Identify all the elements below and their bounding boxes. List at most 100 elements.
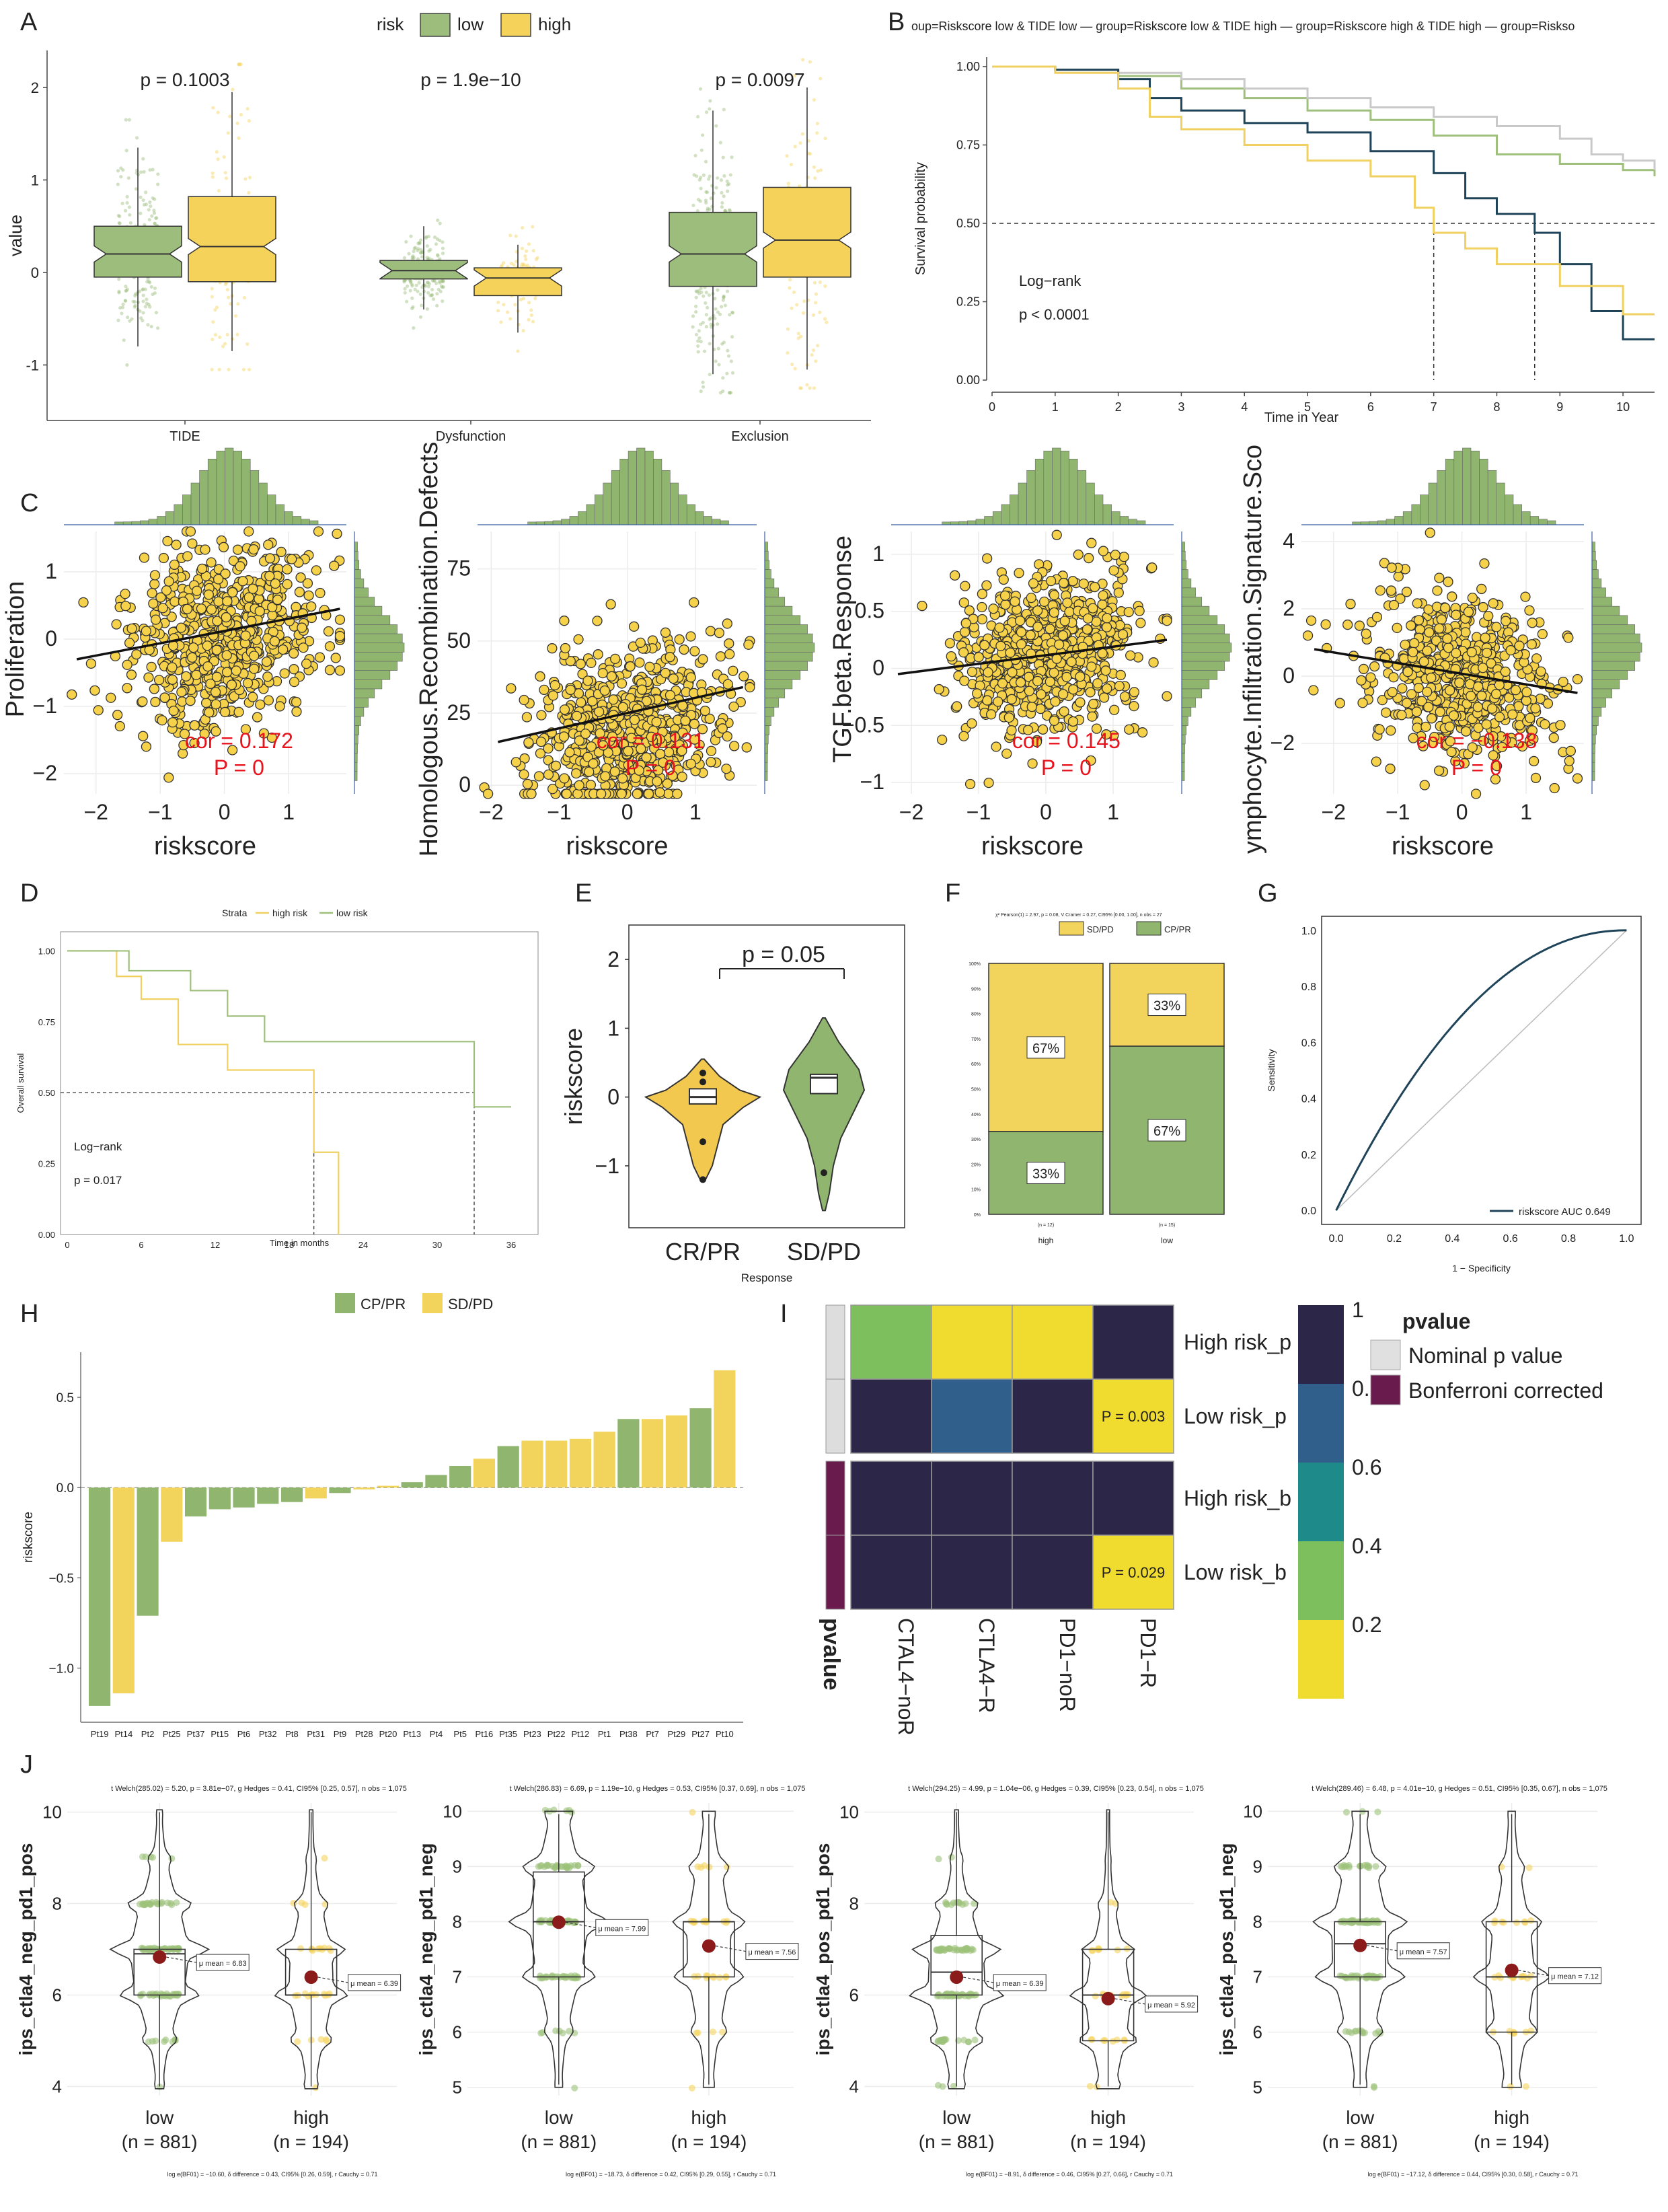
marginal-bar (1591, 688, 1613, 698)
scatter-point (565, 684, 576, 696)
scatter-point (1507, 709, 1518, 720)
scatter-point (580, 729, 591, 739)
jitter-point (704, 291, 708, 295)
marginal-bar (535, 521, 545, 525)
jitter-point (522, 262, 526, 266)
jitter-point (531, 225, 535, 229)
jitter-point (695, 209, 699, 213)
marginal-bar (1043, 451, 1053, 525)
jitter-point (702, 294, 706, 298)
correlation-label: cor = 0.131 (597, 729, 705, 753)
jitter-point (722, 295, 726, 299)
jitter-point (716, 322, 720, 326)
jitter-point (427, 256, 431, 260)
jitter-point (229, 302, 233, 306)
jitter-point (132, 305, 137, 309)
marginal-bar (225, 447, 234, 525)
colorbar-tick-label: 0.4 (1352, 1534, 1381, 1558)
jitter-point (819, 77, 823, 81)
jitter-point (697, 291, 702, 295)
x-tick-label: Pt15 (211, 1729, 229, 1739)
scatter-point (131, 649, 142, 660)
scatter-point (1490, 688, 1502, 700)
log-rank-label: Log−rank (74, 1140, 122, 1153)
jitter-point (139, 211, 143, 215)
jitter-point (796, 336, 800, 340)
scatter-point (1451, 648, 1462, 659)
jitter-point (722, 340, 726, 344)
y-tick-label: 0.75 (956, 138, 980, 151)
marginal-bar (1360, 521, 1370, 525)
scatter-point (267, 601, 278, 613)
scatter-point (559, 616, 570, 626)
jitter-point (235, 332, 239, 336)
scatter-point (994, 622, 1005, 633)
jitter-point (725, 289, 730, 293)
scatter-point (189, 737, 200, 749)
scatter-point (626, 733, 637, 743)
scatter-point (221, 612, 231, 623)
bar (112, 1487, 135, 1694)
scatter-point (263, 695, 274, 706)
scatter-point (155, 592, 166, 603)
y-tick-label: 0.8 (1301, 982, 1316, 993)
jitter-point (697, 178, 702, 182)
scatter-point (205, 678, 216, 690)
jitter-point (141, 299, 145, 303)
marginal-bar (984, 516, 993, 525)
marginal-bar (764, 569, 771, 579)
scatter-point (665, 690, 676, 701)
jitter-point (557, 1863, 564, 1870)
scatter-point (1003, 712, 1014, 723)
scatter-point (120, 589, 130, 599)
y-tick-label: 0 (459, 772, 471, 797)
marginal-bar (1377, 520, 1387, 525)
jitter-point (712, 191, 716, 195)
y-tick-label: −1 (595, 1154, 619, 1178)
marginal-bar (1496, 482, 1505, 525)
scatter-point (220, 568, 231, 579)
marginal-bar (764, 771, 768, 781)
scatter-point (1412, 598, 1423, 609)
scatter-point (1371, 612, 1383, 622)
marginal-bar (678, 494, 687, 525)
scatter-point (658, 757, 669, 768)
scatter-point (1385, 764, 1396, 774)
scatter-point (282, 564, 293, 575)
jitter-point (714, 307, 718, 311)
marginal-bar (1591, 633, 1640, 644)
y-axis-label: ymphocyte.Infiltration.Signature.Sco (1239, 445, 1267, 854)
jitter-point (699, 148, 704, 152)
jitter-point (726, 183, 730, 187)
jitter-point (437, 287, 441, 291)
marginal-bar (292, 516, 302, 525)
bar (689, 1408, 712, 1488)
jitter-point (1374, 1808, 1381, 1816)
scatter-point (334, 665, 346, 676)
scatter-point (1050, 696, 1061, 707)
jitter-point (231, 337, 235, 341)
scatter-point (1032, 605, 1043, 616)
scatter-point (232, 544, 243, 555)
jitter-point (720, 200, 724, 205)
scatter-point (254, 605, 265, 617)
scatter-point (176, 686, 187, 698)
scatter-point (728, 665, 738, 676)
scatter-point (536, 710, 547, 721)
marginal-bar (1369, 521, 1378, 525)
jitter-point (215, 305, 219, 309)
scatter-point (1049, 715, 1060, 727)
jitter-point (958, 1946, 965, 1954)
jitter-point (714, 124, 718, 128)
mean-leader (963, 1977, 994, 1983)
marginal-bar (1462, 447, 1472, 525)
jitter-point (798, 386, 802, 390)
outlier-point (699, 1138, 706, 1146)
heatmap-cell (1012, 1378, 1094, 1454)
y-tick-label: 9 (1253, 1856, 1262, 1876)
scatter-point (1086, 538, 1097, 548)
mean-point (1353, 1938, 1367, 1952)
jitter-point (119, 166, 123, 170)
jitter-point (416, 247, 420, 251)
jitter-point (708, 107, 712, 111)
